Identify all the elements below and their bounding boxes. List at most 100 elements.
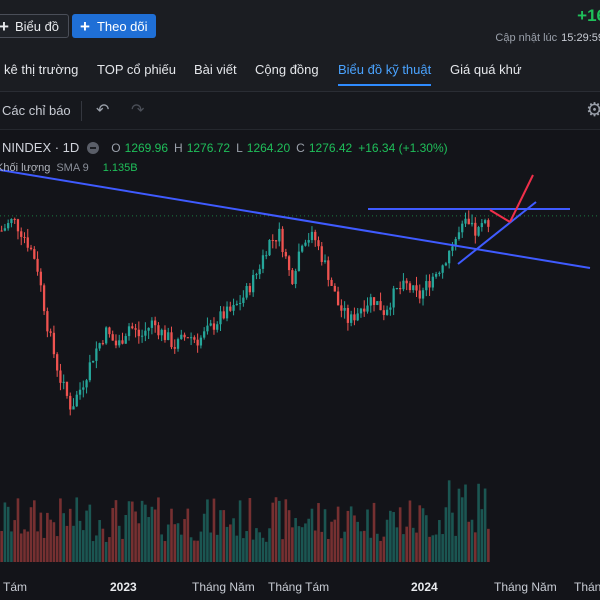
candle-body	[82, 387, 85, 390]
candle-body	[62, 381, 65, 383]
volume-bar	[193, 540, 196, 562]
volume-bar	[147, 517, 150, 562]
volume-bar	[264, 541, 268, 562]
volume-bar	[46, 512, 49, 562]
candle-body	[118, 340, 121, 346]
candle-body	[10, 218, 13, 224]
volume-bar	[10, 531, 13, 562]
candle-body	[425, 281, 428, 291]
volume-bar	[333, 519, 337, 562]
candle-body	[196, 339, 199, 346]
chart-area[interactable]: NINDEX · 1D O 1269.96 H 1276.72 L 1264.20 C…	[0, 130, 600, 600]
tab-articles[interactable]: Bài viết	[194, 62, 237, 77]
redo-icon[interactable]: ↷	[131, 102, 145, 119]
volume-bar	[369, 537, 373, 562]
candle-body	[379, 301, 382, 311]
volume-bar	[271, 502, 275, 562]
plus-icon: +	[0, 16, 9, 36]
tab-community[interactable]: Cộng đồng	[255, 62, 319, 77]
open-value: 1269.96	[124, 140, 169, 155]
candle-body	[56, 354, 59, 371]
projection-line[interactable]	[509, 174, 534, 223]
volume-bar	[225, 526, 229, 562]
candle-body	[203, 331, 206, 338]
chart-button[interactable]: + Biểu đồ	[0, 14, 70, 38]
candle-body	[320, 246, 323, 262]
candle-body	[408, 283, 412, 291]
volume-bar	[297, 526, 301, 562]
volume-bar	[170, 508, 173, 562]
updated-label: Cập nhật lúc	[495, 32, 558, 44]
volume-bar	[179, 534, 183, 562]
x-tick-label: 2024	[411, 580, 438, 594]
volume-bar	[163, 541, 167, 562]
candle-body	[278, 228, 281, 242]
candle-body	[183, 334, 186, 338]
candle-body	[7, 223, 10, 229]
candle-body	[268, 239, 271, 256]
candle-body	[75, 394, 78, 407]
undo-icon[interactable]: ↶	[96, 102, 110, 119]
candle-body	[438, 272, 441, 275]
candle-body	[33, 249, 36, 259]
volume-bar	[251, 539, 255, 562]
tab-market-stats[interactable]: kê thị trường	[4, 62, 79, 77]
volume-bar	[228, 524, 232, 562]
price-change: +16	[577, 6, 600, 25]
volume-bar	[287, 510, 291, 562]
candle-body	[487, 220, 490, 227]
volume-bar	[242, 538, 245, 562]
candle-body	[245, 286, 248, 298]
volume-bar	[150, 506, 154, 562]
volume-bar	[268, 528, 271, 562]
candle-body	[376, 301, 379, 305]
follow-button[interactable]: + Theo dõi	[72, 14, 156, 38]
candle-body	[95, 348, 98, 361]
volume-bar	[245, 531, 248, 562]
tab-top-stocks[interactable]: TOP cổ phiếu	[97, 62, 177, 77]
candle-body	[415, 285, 418, 291]
candle-body	[454, 238, 457, 247]
tab-price-history[interactable]: Giá quá khứ	[450, 62, 522, 77]
candle-body	[307, 240, 310, 243]
candle-body	[363, 308, 366, 312]
candle-body	[317, 240, 320, 247]
volume-bar	[473, 532, 477, 562]
volume-bar	[405, 526, 409, 562]
volume-bar	[294, 518, 297, 562]
indicators-button[interactable]: Các chỉ báo	[2, 103, 71, 118]
volume-bar	[457, 488, 461, 562]
candle-body	[49, 331, 52, 333]
tab-technical-chart[interactable]: Biểu đồ kỹ thuật	[338, 62, 432, 86]
candle-body	[399, 288, 402, 290]
candle-body	[16, 219, 20, 232]
volume-bar	[454, 535, 458, 562]
candle-body	[209, 323, 212, 326]
candle-body	[310, 231, 314, 241]
candle-body	[186, 337, 189, 339]
volume-bar	[284, 499, 288, 562]
candle-body	[418, 290, 421, 299]
chart-button-label: Biểu đồ	[14, 18, 60, 34]
volume-bar	[428, 536, 431, 562]
hide-series-icon[interactable]	[87, 141, 100, 154]
volume-bar	[392, 512, 395, 562]
price-chart[interactable]	[0, 130, 600, 570]
candle-body	[477, 227, 480, 236]
candle-body	[389, 307, 392, 310]
candle-body	[20, 231, 23, 237]
candle-body	[287, 256, 291, 271]
candle-body	[101, 343, 105, 345]
candle-body	[232, 305, 235, 311]
rising-support-line[interactable]	[457, 201, 537, 265]
volume-bar	[483, 488, 487, 562]
gear-icon[interactable]: ⚙	[586, 100, 600, 121]
time-axis[interactable]: Tám 2023 Tháng Năm Tháng Tám 2024 Tháng …	[0, 570, 600, 600]
descending-trendline[interactable]	[0, 169, 591, 269]
volume-bar	[340, 538, 343, 562]
volume-bar	[81, 530, 85, 562]
projection-line[interactable]	[489, 209, 511, 223]
candle-body	[36, 258, 39, 272]
volume-bar	[480, 509, 484, 562]
volume-bar	[255, 528, 258, 562]
